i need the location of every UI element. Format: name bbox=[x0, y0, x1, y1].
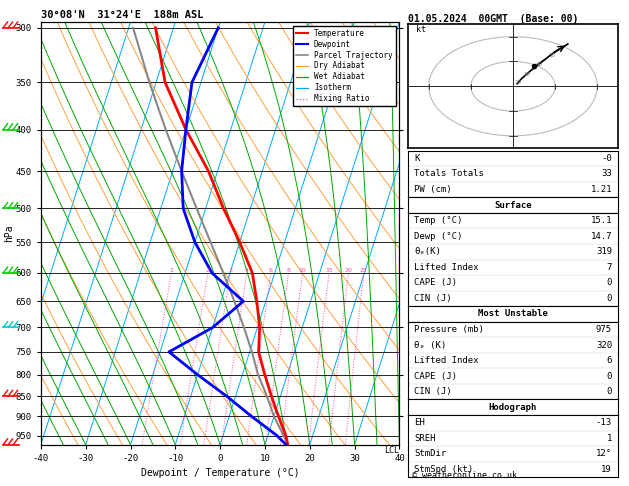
Text: 320: 320 bbox=[596, 341, 612, 349]
Text: 50: 50 bbox=[548, 52, 556, 57]
Text: EH: EH bbox=[414, 418, 425, 427]
Text: SREH: SREH bbox=[414, 434, 435, 443]
Text: θₑ (K): θₑ (K) bbox=[414, 341, 446, 349]
Text: 3: 3 bbox=[228, 268, 232, 273]
Text: 8: 8 bbox=[287, 268, 291, 273]
Text: 6: 6 bbox=[269, 268, 273, 273]
Text: θₑ(K): θₑ(K) bbox=[414, 247, 441, 256]
Text: 4: 4 bbox=[245, 268, 248, 273]
Text: 33: 33 bbox=[601, 170, 612, 178]
Text: 975: 975 bbox=[596, 325, 612, 334]
Text: 40: 40 bbox=[536, 62, 543, 68]
Legend: Temperature, Dewpoint, Parcel Trajectory, Dry Adiabat, Wet Adiabat, Isotherm, Mi: Temperature, Dewpoint, Parcel Trajectory… bbox=[293, 26, 396, 106]
Text: 15.1: 15.1 bbox=[591, 216, 612, 225]
Text: CAPE (J): CAPE (J) bbox=[414, 372, 457, 381]
Text: 30°08'N  31°24'E  188m ASL: 30°08'N 31°24'E 188m ASL bbox=[41, 10, 203, 20]
Text: StmDir: StmDir bbox=[414, 450, 446, 458]
Text: 12°: 12° bbox=[596, 450, 612, 458]
Text: 0: 0 bbox=[606, 372, 612, 381]
Text: -13: -13 bbox=[596, 418, 612, 427]
Text: 01.05.2024  00GMT  (Base: 00): 01.05.2024 00GMT (Base: 00) bbox=[408, 14, 578, 24]
Text: 15: 15 bbox=[325, 268, 333, 273]
Text: 7: 7 bbox=[606, 263, 612, 272]
Text: LCL: LCL bbox=[384, 446, 399, 454]
Text: 0: 0 bbox=[606, 387, 612, 396]
Text: CIN (J): CIN (J) bbox=[414, 387, 452, 396]
Text: 19: 19 bbox=[601, 465, 612, 474]
Text: 1.21: 1.21 bbox=[591, 185, 612, 194]
Text: -0: -0 bbox=[601, 154, 612, 163]
Text: Pressure (mb): Pressure (mb) bbox=[414, 325, 484, 334]
Text: 20: 20 bbox=[345, 268, 352, 273]
Text: Surface: Surface bbox=[494, 201, 532, 209]
Text: 6: 6 bbox=[606, 356, 612, 365]
Text: 25: 25 bbox=[360, 268, 368, 273]
Text: Most Unstable: Most Unstable bbox=[478, 310, 548, 318]
Text: 0: 0 bbox=[606, 294, 612, 303]
Text: Hodograph: Hodograph bbox=[489, 403, 537, 412]
Text: CIN (J): CIN (J) bbox=[414, 294, 452, 303]
X-axis label: Dewpoint / Temperature (°C): Dewpoint / Temperature (°C) bbox=[141, 469, 299, 478]
Text: Dewp (°C): Dewp (°C) bbox=[414, 232, 462, 241]
Text: Temp (°C): Temp (°C) bbox=[414, 216, 462, 225]
Text: © weatheronline.co.uk: © weatheronline.co.uk bbox=[412, 471, 517, 480]
Text: Lifted Index: Lifted Index bbox=[414, 356, 479, 365]
Text: StmSpd (kt): StmSpd (kt) bbox=[414, 465, 473, 474]
Text: Mixing Ratio (g/kg): Mixing Ratio (g/kg) bbox=[442, 237, 450, 331]
Text: Totals Totals: Totals Totals bbox=[414, 170, 484, 178]
Text: 1: 1 bbox=[169, 268, 174, 273]
Y-axis label: km
ASL: km ASL bbox=[415, 225, 435, 242]
Text: 2: 2 bbox=[206, 268, 209, 273]
Text: 20: 20 bbox=[515, 80, 522, 85]
Text: 0: 0 bbox=[606, 278, 612, 287]
Text: 30: 30 bbox=[523, 72, 530, 77]
Text: 14.7: 14.7 bbox=[591, 232, 612, 241]
Text: 10: 10 bbox=[299, 268, 306, 273]
Text: Lifted Index: Lifted Index bbox=[414, 263, 479, 272]
Text: 319: 319 bbox=[596, 247, 612, 256]
Text: PW (cm): PW (cm) bbox=[414, 185, 452, 194]
Y-axis label: hPa: hPa bbox=[4, 225, 14, 242]
Text: CAPE (J): CAPE (J) bbox=[414, 278, 457, 287]
Text: K: K bbox=[414, 154, 420, 163]
Text: kt: kt bbox=[416, 25, 426, 34]
Text: 1: 1 bbox=[606, 434, 612, 443]
